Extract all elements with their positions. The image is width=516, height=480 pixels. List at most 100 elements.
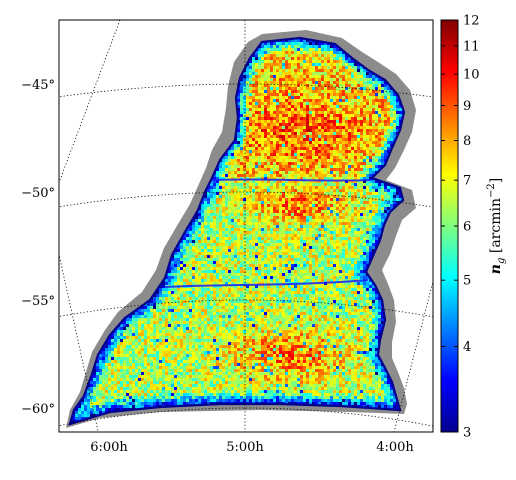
density-cell — [339, 60, 343, 64]
density-cell — [213, 294, 217, 298]
density-cell — [354, 291, 358, 295]
density-cell — [240, 168, 244, 172]
density-cell — [270, 171, 274, 175]
density-cell — [279, 105, 283, 109]
density-cell — [249, 186, 253, 190]
density-cell — [345, 111, 349, 115]
density-cell — [312, 240, 316, 244]
density-cell — [213, 240, 217, 244]
density-cell — [348, 273, 352, 277]
density-cell — [378, 153, 382, 157]
density-cell — [273, 264, 277, 268]
density-cell — [303, 126, 307, 130]
density-cell — [348, 285, 352, 289]
density-cell — [222, 186, 226, 190]
density-cell — [207, 264, 211, 268]
density-cell — [255, 57, 259, 61]
density-cell — [312, 132, 316, 136]
density-cell — [312, 216, 316, 220]
density-cell — [264, 126, 268, 130]
density-cell — [240, 129, 244, 133]
density-cell — [273, 276, 277, 280]
density-cell — [261, 225, 265, 229]
density-cell — [345, 129, 349, 133]
density-cell — [207, 285, 211, 289]
density-cell — [225, 276, 229, 280]
density-cell — [312, 201, 316, 205]
density-cell — [288, 228, 292, 232]
density-cell — [177, 291, 181, 295]
density-cell — [303, 255, 307, 259]
density-cell — [294, 159, 298, 163]
density-cell — [204, 216, 208, 220]
density-cell — [303, 174, 307, 178]
density-cell — [333, 237, 337, 241]
density-cell — [309, 216, 313, 220]
density-cell — [249, 276, 253, 280]
density-cell — [195, 276, 199, 280]
density-cell — [285, 60, 289, 64]
density-cell — [387, 204, 391, 208]
density-cell — [228, 216, 232, 220]
density-cell — [279, 144, 283, 148]
density-cell — [309, 186, 313, 190]
density-cell — [294, 276, 298, 280]
density-cell — [315, 51, 319, 55]
density-cell — [312, 129, 316, 133]
density-cell — [195, 216, 199, 220]
density-cell — [345, 120, 349, 124]
density-cell — [243, 96, 247, 100]
density-cell — [243, 81, 247, 85]
density-cell — [258, 267, 262, 271]
density-cell — [261, 276, 265, 280]
density-cell — [195, 267, 199, 271]
density-cell — [348, 288, 352, 292]
density-cell — [357, 75, 361, 79]
density-cell — [246, 165, 250, 169]
density-cell — [318, 114, 322, 118]
density-cell — [363, 156, 367, 160]
density-cell — [252, 54, 256, 58]
density-cell — [222, 294, 226, 298]
density-cell — [390, 117, 394, 121]
density-cell — [228, 300, 232, 304]
density-cell — [285, 288, 289, 292]
density-cell — [342, 51, 346, 55]
density-cell — [213, 207, 217, 211]
density-cell — [216, 291, 220, 295]
density-cell — [204, 228, 208, 232]
density-cell — [252, 276, 256, 280]
density-cell — [372, 99, 376, 103]
density-cell — [300, 99, 304, 103]
density-cell — [285, 90, 289, 94]
density-cell — [243, 195, 247, 199]
density-cell — [192, 279, 196, 283]
density-cell — [246, 279, 250, 283]
density-cell — [375, 96, 379, 100]
density-cell — [393, 93, 397, 97]
density-cell — [330, 117, 334, 121]
density-cell — [378, 138, 382, 142]
density-cell — [258, 198, 262, 202]
density-cell — [330, 216, 334, 220]
density-cell — [285, 81, 289, 85]
density-cell — [327, 234, 331, 238]
density-cell — [198, 234, 202, 238]
density-cell — [213, 192, 217, 196]
density-cell — [393, 195, 397, 199]
density-cell — [285, 297, 289, 301]
density-cell — [369, 237, 373, 241]
density-cell — [246, 222, 250, 226]
density-cell — [294, 192, 298, 196]
density-cell — [198, 264, 202, 268]
density-cell — [216, 276, 220, 280]
density-cell — [246, 300, 250, 304]
density-cell — [300, 45, 304, 49]
density-cell — [246, 132, 250, 136]
density-cell — [177, 297, 181, 301]
density-cell — [342, 216, 346, 220]
density-cell — [321, 117, 325, 121]
density-cell — [213, 231, 217, 235]
density-cell — [243, 207, 247, 211]
density-cell — [384, 186, 388, 190]
